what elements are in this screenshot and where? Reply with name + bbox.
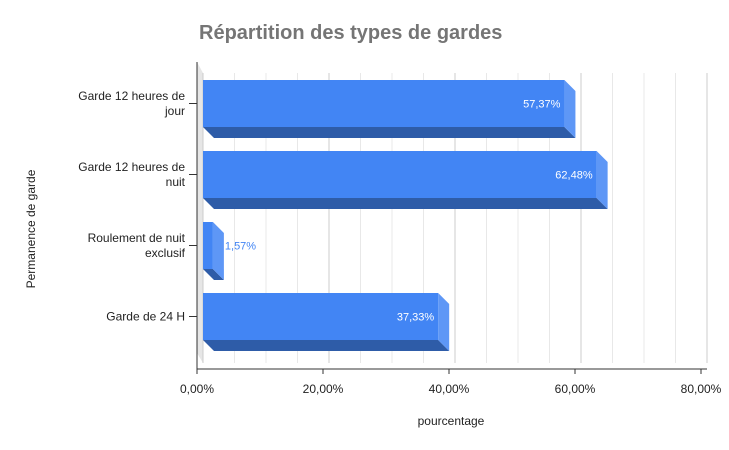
x-tick-label: 20,00%	[303, 382, 344, 396]
bar-front	[203, 151, 597, 198]
bar-data-label: 62,48%	[555, 170, 593, 182]
x-tick-label: 60,00%	[555, 382, 596, 396]
bar-bottom	[203, 269, 224, 280]
bar-bottom	[203, 340, 450, 351]
chart-title: Répartition des types de gardes	[199, 22, 502, 44]
category-label: Garde 12 heures de	[78, 160, 185, 174]
x-tick-label: 0,00%	[180, 382, 214, 396]
x-tick-label: 80,00%	[681, 382, 722, 396]
bar: 57,37%	[203, 80, 576, 138]
bar: 62,48%	[203, 151, 608, 209]
category-label: jour	[164, 104, 185, 118]
category-label: Roulement de nuit	[88, 231, 186, 245]
category-label: Garde de 24 H	[106, 310, 185, 324]
bars: 57,37% 62,48% 1,57% 37,33%	[203, 80, 608, 351]
x-tick-label: 40,00%	[429, 382, 470, 396]
x-axis-label: pourcentage	[418, 414, 485, 428]
bar-bottom	[203, 198, 608, 209]
bar-end	[564, 80, 576, 138]
bar: 37,33%	[203, 293, 450, 351]
bar-front	[203, 222, 213, 269]
bar-end	[596, 151, 608, 209]
bar-front	[203, 293, 439, 340]
bar-data-label: 57,37%	[523, 99, 561, 111]
side-wall	[197, 62, 203, 363]
bar-end	[438, 293, 450, 351]
bar-data-label: 37,33%	[397, 312, 435, 324]
category-label: Garde 12 heures de	[78, 89, 185, 103]
x-tick-labels: 0,00% 20,00% 40,00% 60,00% 80,00%	[180, 382, 722, 396]
bar-front	[203, 80, 565, 127]
category-label: exclusif	[145, 246, 186, 260]
bar-bottom	[203, 127, 576, 138]
bar-data-label: 1,57%	[225, 241, 256, 253]
y-axis-label: Permanence de garde	[24, 169, 38, 288]
category-label: nuit	[166, 175, 186, 189]
bar: 1,57%	[203, 222, 256, 280]
chart-wall	[196, 62, 707, 370]
bar-end	[212, 222, 224, 280]
